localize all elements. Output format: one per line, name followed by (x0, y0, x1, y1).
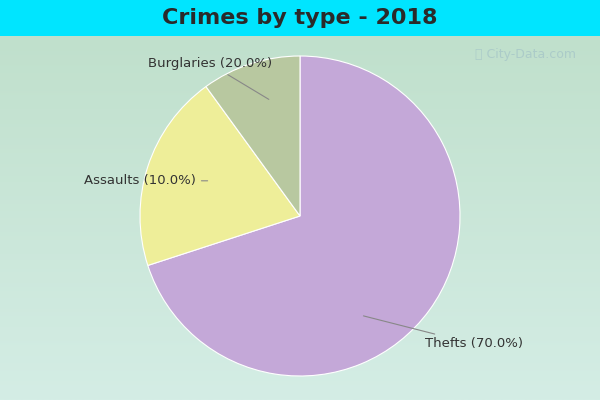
Text: Crimes by type - 2018: Crimes by type - 2018 (162, 8, 438, 28)
Text: Burglaries (20.0%): Burglaries (20.0%) (148, 58, 272, 99)
Wedge shape (148, 56, 460, 376)
Wedge shape (206, 56, 300, 216)
Text: Thefts (70.0%): Thefts (70.0%) (364, 316, 523, 350)
Text: ⓘ City-Data.com: ⓘ City-Data.com (475, 48, 576, 61)
Text: Assaults (10.0%): Assaults (10.0%) (84, 174, 208, 187)
Wedge shape (140, 86, 300, 266)
